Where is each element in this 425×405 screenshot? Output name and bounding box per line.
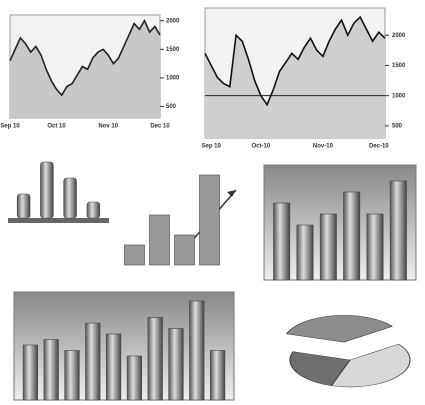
y-tick-label: 1500 <box>392 63 406 69</box>
line <box>9 19 161 97</box>
bar <box>22 344 38 401</box>
bar <box>16 193 31 219</box>
pie-slice <box>289 351 351 386</box>
bar <box>149 214 170 266</box>
x-tick-label: Nov-10 <box>313 144 334 150</box>
bar <box>273 202 291 281</box>
x-tick-label: Sep 10 <box>0 124 20 130</box>
bar <box>296 224 314 281</box>
bar <box>189 300 205 401</box>
y-tick-label: 1000 <box>392 93 406 99</box>
bar <box>43 339 59 401</box>
y-tick-label: 500 <box>166 104 177 110</box>
bar <box>366 213 384 281</box>
y-tick-label: 2000 <box>166 18 180 24</box>
x-tick-label: Sep 10 <box>202 144 222 150</box>
y-tick-label: 500 <box>392 123 403 129</box>
bar <box>106 333 122 401</box>
y-tick-label: 1500 <box>166 47 180 53</box>
pie <box>286 315 411 388</box>
bar <box>319 213 337 281</box>
x-tick-label: Dec-10 <box>369 144 389 150</box>
y-tick-label: 1000 <box>166 76 180 82</box>
bar <box>389 180 407 281</box>
pie-slice <box>330 343 411 388</box>
bar <box>147 317 163 401</box>
bar <box>199 174 220 266</box>
bar <box>210 350 226 401</box>
bar <box>126 355 142 401</box>
bar <box>85 322 101 401</box>
x-tick-label: Oct-10 <box>252 144 271 150</box>
area <box>10 20 160 118</box>
pie-slice <box>286 315 393 343</box>
bar <box>168 328 184 401</box>
bar <box>124 244 145 266</box>
bar <box>63 177 77 219</box>
x-tick-label: Oct 10 <box>47 124 66 130</box>
bar <box>40 161 54 219</box>
bar <box>86 201 101 219</box>
bar <box>343 191 361 281</box>
x-tick-label: Dec 10 <box>150 124 170 130</box>
x-tick-label: Nov 10 <box>98 124 118 130</box>
platform <box>8 218 109 223</box>
y-tick-label: 2000 <box>392 33 406 39</box>
area <box>205 17 385 139</box>
line <box>204 15 386 107</box>
bar <box>64 350 80 401</box>
bar <box>174 234 195 266</box>
